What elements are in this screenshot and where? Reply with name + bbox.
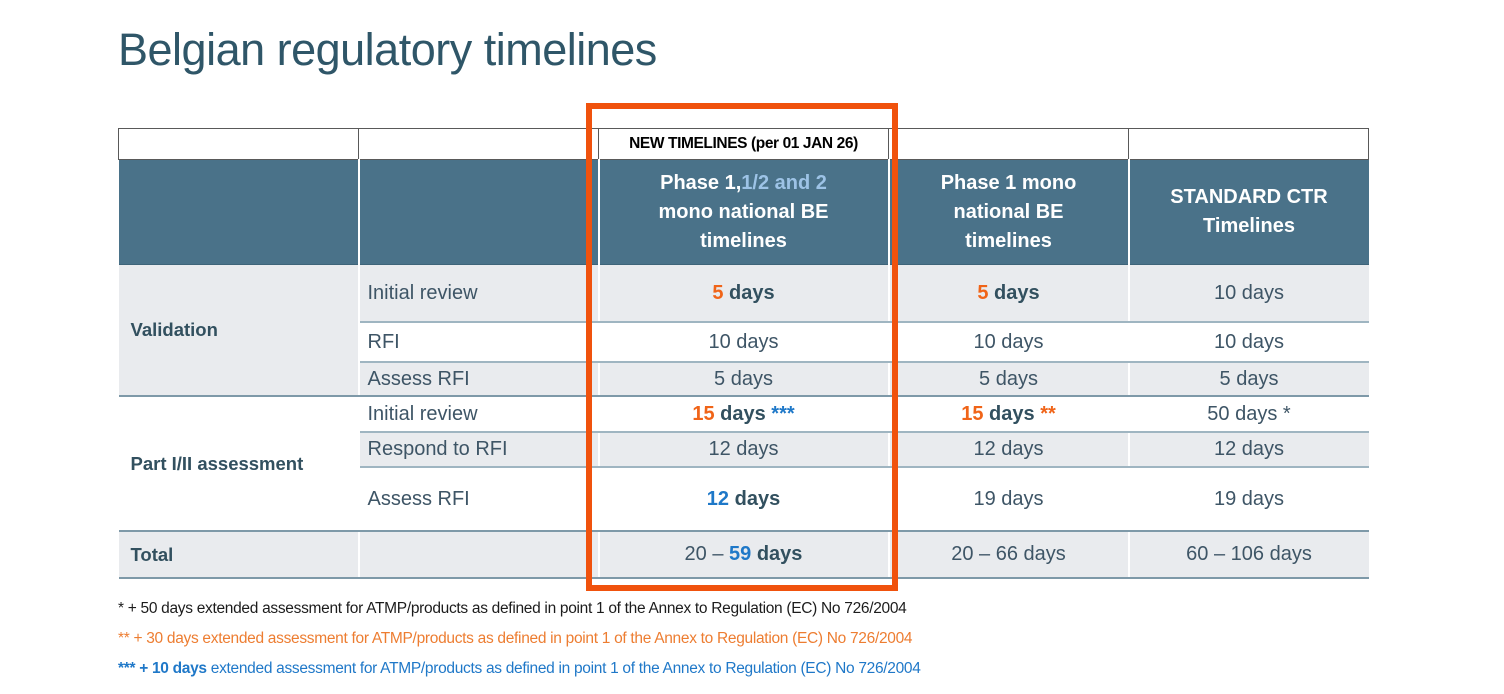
value-cell: 12 days bbox=[888, 432, 1130, 468]
text-segment: days bbox=[751, 543, 803, 565]
value-cell: 10 days bbox=[1128, 322, 1369, 363]
header-col-standard-ctr: STANDARD CTR Timelines bbox=[1128, 159, 1369, 265]
value-cell: 5 days bbox=[1128, 362, 1369, 397]
text-segment: days bbox=[714, 402, 772, 425]
footnote-line-3: *** + 10 days extended assessment for AT… bbox=[118, 660, 921, 678]
text-segment: 10 days bbox=[1213, 330, 1285, 353]
text-segment: 10 days bbox=[1213, 281, 1285, 304]
value-cell: 5 days bbox=[598, 362, 890, 397]
header-empty-cell bbox=[358, 159, 600, 265]
text-segment: 12 days bbox=[973, 438, 1044, 460]
text-segment: days bbox=[983, 402, 1041, 425]
text-segment: 20 – 66 days bbox=[951, 543, 1066, 565]
value-cell: 10 days bbox=[888, 322, 1130, 363]
banner-row: NEW TIMELINES (per 01 JAN 26) bbox=[118, 128, 1369, 160]
value-cell: 15 days *** bbox=[598, 396, 890, 433]
text-segment: 5 days bbox=[714, 367, 773, 390]
text-segment: 60 – 106 days bbox=[1186, 543, 1312, 565]
value-cell: 15 days ** bbox=[888, 396, 1130, 433]
text-segment: STANDARD CTR Timelines bbox=[1170, 186, 1328, 237]
page-title: Belgian regulatory timelines bbox=[118, 24, 657, 75]
text-segment: 5 bbox=[712, 281, 724, 304]
banner-cell bbox=[358, 128, 599, 160]
text-segment: extended assessment for ATMP/products as… bbox=[206, 660, 921, 677]
value-cell: 5 days bbox=[598, 264, 890, 323]
banner-cell bbox=[888, 128, 1129, 160]
table-row: Respond to RFI 12 days 12 days 12 days bbox=[119, 432, 1369, 468]
step-cell: Initial review bbox=[358, 396, 600, 433]
value-cell: 50 days * bbox=[1128, 396, 1369, 433]
text-segment: days bbox=[988, 281, 1040, 304]
total-empty-cell bbox=[358, 531, 600, 579]
table-row: Part I/II assessment Initial review 15 day… bbox=[118, 396, 1369, 532]
value-cell: 10 days bbox=[598, 322, 890, 363]
total-value-cell: 20 – 59 days bbox=[598, 531, 890, 579]
header-empty-cell bbox=[118, 159, 360, 265]
text-segment: 20 – bbox=[684, 543, 730, 565]
step-cell: RFI bbox=[358, 322, 600, 363]
text-segment: Phase 1 mono national BE timelines bbox=[940, 171, 1077, 252]
table-row: RFI 10 days 10 days 10 days bbox=[119, 322, 1369, 363]
header-col-phase1-12-2: Phase 1,1/2 and 2 mono national BE timel… bbox=[598, 159, 890, 265]
text-segment: 10 days bbox=[973, 330, 1044, 353]
text-segment: 15 bbox=[692, 402, 715, 425]
total-value-cell: 20 – 66 days bbox=[888, 531, 1130, 579]
step-cell: Respond to RFI bbox=[358, 432, 600, 468]
text-segment: 10 days bbox=[708, 330, 779, 353]
table-row: Assess RFI 12 days 19 days 19 days bbox=[119, 467, 1369, 532]
footnote-line-1: * + 50 days extended assessment for ATMP… bbox=[118, 600, 921, 618]
value-cell: 5 days bbox=[888, 362, 1130, 397]
footnote-line-2: ** + 30 days extended assessment for ATM… bbox=[118, 630, 921, 648]
table-row: Validation Initial review 5 days 5 days 10 d… bbox=[118, 264, 1369, 397]
text-segment: ** bbox=[1040, 402, 1056, 425]
text-segment: *** bbox=[771, 402, 795, 425]
total-row: Total 20 – 59 days 20 – 66 days 60 – 106 da… bbox=[118, 531, 1369, 579]
total-label: Total bbox=[118, 531, 360, 579]
value-cell: 19 days bbox=[1128, 467, 1369, 532]
banner-cell bbox=[1128, 128, 1369, 160]
text-segment: 12 days bbox=[1213, 438, 1285, 460]
new-timelines-banner: NEW TIMELINES (per 01 JAN 26) bbox=[598, 128, 889, 160]
text-segment: Phase 1, bbox=[660, 171, 742, 194]
value-cell: 12 days bbox=[598, 467, 890, 532]
step-cell: Assess RFI bbox=[358, 362, 600, 397]
text-segment: days bbox=[729, 487, 781, 510]
value-cell: 5 days bbox=[888, 264, 1130, 323]
header-col-phase1-mono: Phase 1 mono national BE timelines bbox=[888, 159, 1130, 265]
text-segment: days bbox=[723, 281, 775, 304]
text-segment: 59 bbox=[729, 543, 752, 565]
value-cell: 10 days bbox=[1128, 264, 1369, 323]
header-row: Phase 1,1/2 and 2 mono national BE timel… bbox=[118, 159, 1369, 265]
text-segment: 12 days bbox=[708, 438, 779, 460]
text-segment: 5 days bbox=[979, 367, 1038, 390]
text-segment: 19 days bbox=[1213, 487, 1285, 510]
total-value-cell: 60 – 106 days bbox=[1128, 531, 1369, 579]
text-segment: ** + 30 days extended assessment for ATM… bbox=[118, 630, 913, 647]
table-row: Assess RFI 5 days 5 days 5 days bbox=[119, 362, 1369, 397]
text-segment: *** + 10 days bbox=[118, 660, 207, 677]
value-cell: 12 days bbox=[598, 432, 890, 468]
text-segment: 5 days bbox=[1219, 367, 1279, 390]
step-cell: Initial review bbox=[358, 264, 600, 323]
text-segment: mono national BE timelines bbox=[658, 200, 829, 252]
group-cell: Validation bbox=[118, 264, 360, 397]
footnotes: * + 50 days extended assessment for ATMP… bbox=[118, 600, 921, 690]
text-segment: 12 bbox=[706, 487, 730, 510]
banner-cell bbox=[118, 128, 359, 160]
value-cell: 12 days bbox=[1128, 432, 1369, 468]
text-segment: * + 50 days extended assessment for ATMP… bbox=[118, 600, 907, 617]
text-segment: 5 bbox=[977, 281, 989, 304]
group-cell: Part I/II assessment bbox=[118, 396, 360, 532]
text-segment: 50 days * bbox=[1207, 402, 1291, 425]
text-segment: 19 days bbox=[973, 487, 1044, 510]
regulatory-timelines-table: NEW TIMELINES (per 01 JAN 26) Phase 1,1/2… bbox=[118, 128, 1369, 579]
text-segment: 1/2 and 2 bbox=[741, 171, 827, 194]
text-segment: 15 bbox=[961, 402, 984, 425]
value-cell: 19 days bbox=[888, 467, 1130, 532]
timelines-table: NEW TIMELINES (per 01 JAN 26) Phase 1,1/2… bbox=[118, 128, 1369, 579]
step-cell: Assess RFI bbox=[358, 467, 600, 532]
